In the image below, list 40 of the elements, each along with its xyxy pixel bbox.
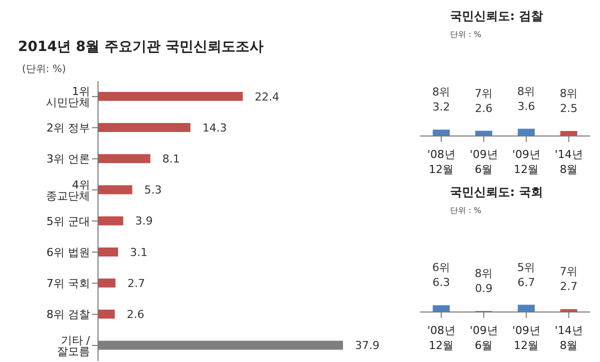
data-label: 6위 6.3 [432,261,450,290]
y-tick-label: 7위 국회 [46,277,90,290]
x-tick-label: '08년 12월 [427,324,456,352]
data-label: 8위 2.5 [560,87,578,115]
chart-subtitle: 단위 : % [450,29,482,40]
y-tick-label: 2위 정부 [46,122,90,135]
data-label: 8위 3.2 [432,86,450,114]
data-label: 3.1 [130,246,148,259]
chart-title: 국민신뢰도: 국회 [450,184,544,201]
data-label: 7위 2.7 [560,265,578,294]
chart-title: 국민신뢰도: 검찰 [450,8,544,25]
y-tick-label: 3위 언론 [46,152,90,166]
data-label: 37.9 [355,339,380,352]
chart-subtitle: (단위: %) [22,63,67,76]
y-tick-label: 기타 / 잘모름 [57,334,90,358]
y-tick-label: 6위 법원 [46,246,90,260]
data-label: 5위 6.7 [517,260,536,289]
x-tick-label: '14년 8월 [554,324,583,352]
y-tick-label: 5위 군대 [46,214,90,228]
x-tick-label: '14년 8월 [554,148,583,176]
data-label: 3.9 [135,214,153,228]
data-label: 5.3 [144,184,162,197]
x-tick-label: '09년 6월 [470,148,498,176]
data-label: 2.6 [126,308,144,322]
data-label: 8.1 [162,152,180,166]
x-tick-label: '09년 12월 [512,324,540,352]
data-label: 8위 0.9 [474,267,493,296]
data-label: 22.4 [254,90,280,104]
data-label: 14.3 [202,121,227,134]
chart-subtitle: 단위 : % [450,205,482,216]
x-tick-label: '08년 12월 [427,148,456,176]
chart-title: 2014년 8월 주요기관 국민신뢰도조사 [18,38,264,56]
data-label: 2.7 [127,276,145,290]
data-label: 7위 2.6 [474,86,493,115]
y-tick-label: 1위 시민단체 [46,84,90,109]
data-label: 8위 3.6 [517,84,536,113]
y-tick-label: 4위 종교단체 [46,178,90,202]
x-tick-label: '09년 6월 [470,324,498,352]
x-tick-label: '09년 12월 [512,148,540,176]
y-tick-label: 8위 검찰 [46,308,90,322]
